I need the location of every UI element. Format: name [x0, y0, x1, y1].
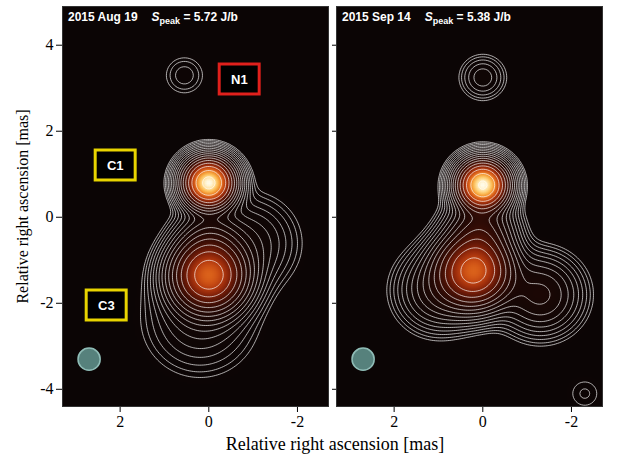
svg-text:2: 2 — [46, 122, 54, 139]
svg-text:2: 2 — [116, 413, 124, 430]
svg-text:Relative right ascension [mas]: Relative right ascension [mas] — [14, 109, 32, 303]
svg-text:-2: -2 — [40, 294, 53, 311]
svg-text:2: 2 — [390, 413, 398, 430]
svg-text:4: 4 — [46, 36, 54, 53]
svg-text:-4: -4 — [40, 380, 53, 397]
svg-text:0: 0 — [205, 413, 213, 430]
html-text:Speak= 5.72 J/b: Speak= 5.72 J/b — [151, 10, 238, 27]
svg-text:-2: -2 — [291, 413, 304, 430]
html-text:2015 Sep 14: 2015 Sep 14 — [342, 10, 411, 24]
html-text:N1: N1 — [231, 71, 248, 87]
svg-text:-2: -2 — [565, 413, 578, 430]
html-text:Speak= 5.38 J/b: Speak= 5.38 J/b — [424, 10, 511, 27]
svg-text:0: 0 — [46, 208, 54, 225]
svg-text:0: 0 — [479, 413, 487, 430]
html-text:C1: C1 — [106, 157, 124, 173]
html-text:C3: C3 — [98, 297, 115, 313]
html-text:2015 Aug 19: 2015 Aug 19 — [68, 10, 138, 24]
html-text:Relative right ascension [mas]: Relative right ascension [mas] — [225, 434, 445, 454]
